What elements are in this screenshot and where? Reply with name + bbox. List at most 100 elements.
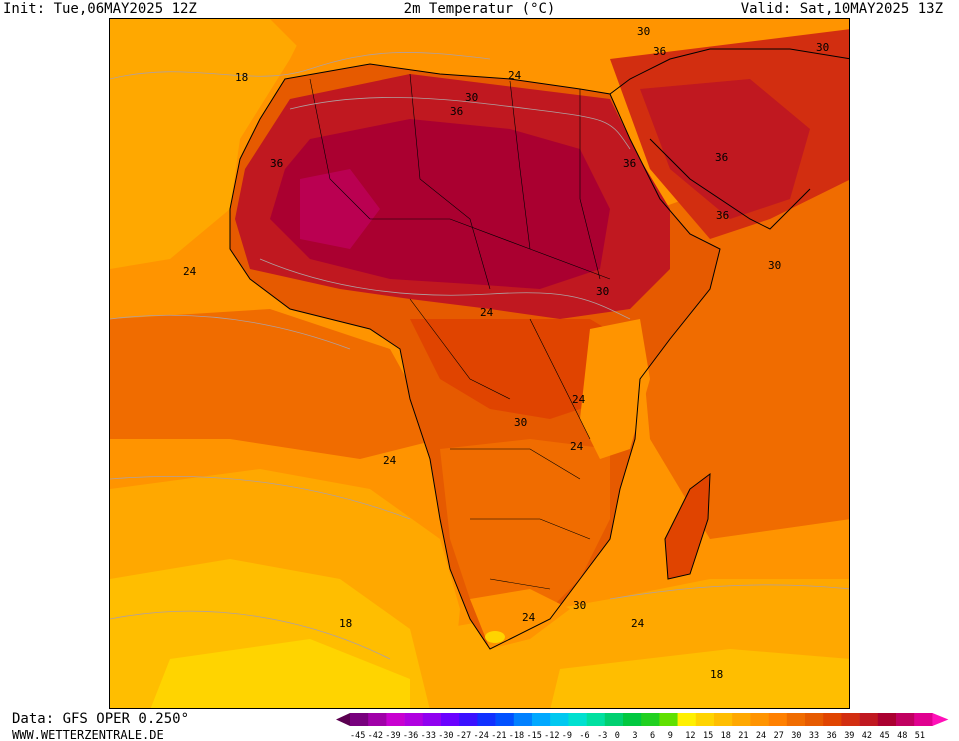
legend-swatch (532, 713, 551, 726)
legend-tick-label: -12 (544, 731, 559, 740)
europe-region (270, 19, 849, 79)
legend-tick-label: 36 (827, 731, 837, 740)
legend-swatch (896, 713, 915, 726)
legend-swatch (441, 713, 460, 726)
legend-tick-label: 42 (862, 731, 872, 740)
legend-swatch (768, 713, 788, 726)
legend-tick-label: -30 (438, 731, 453, 740)
legend-tick-label: 3 (632, 731, 637, 740)
legend-tick-label: 6 (650, 731, 655, 740)
contour-label: 30 (816, 41, 829, 54)
legend-swatch (786, 713, 806, 726)
legend-swatch (386, 713, 405, 726)
contour-label: 24 (183, 265, 197, 278)
contour-label: 24 (383, 454, 397, 467)
legend-tick-label: -9 (562, 731, 572, 740)
legend-tick-label: 12 (685, 731, 695, 740)
legend-swatch (805, 713, 824, 726)
legend-tick-label: 27 (774, 731, 784, 740)
legend-swatch (659, 713, 678, 726)
ocean-band-warm-west (110, 309, 440, 459)
legend-swatch (914, 713, 933, 726)
contour-label: 24 (570, 440, 584, 453)
isotherm-lines (110, 52, 849, 660)
legend-tick-label: 33 (809, 731, 819, 740)
ocean-band-coolest-se (550, 649, 849, 708)
legend-swatch (404, 713, 424, 726)
contour-label: 24 (522, 611, 536, 624)
contour-label: 18 (235, 71, 248, 84)
contour-label: 36 (716, 209, 729, 222)
legend-tick-label: 51 (915, 731, 925, 740)
temperature-map: 18 36 24 30 36 24 30 36 36 36 30 36 30 24 30 24 24 30 24 24… (109, 18, 850, 709)
website-link[interactable]: WWW.WETTERZENTRALE.DE (12, 728, 164, 741)
legend-swatch (350, 713, 369, 726)
init-time: Init: Tue,06MAY2025 12Z (3, 1, 197, 17)
legend-swatch (641, 713, 660, 726)
legend-swatch (841, 713, 860, 726)
legend-swatch (623, 713, 642, 726)
contour-label: 36 (653, 45, 666, 58)
sahara-hottest-core (270, 119, 610, 289)
legend-tick-label: -24 (474, 731, 489, 740)
legend-swatch (477, 713, 496, 726)
legend-tick-label: -33 (421, 731, 436, 740)
ocean-band-yellow (150, 639, 410, 708)
legend-tick-label: -45 (350, 731, 365, 740)
legend-tick-label: 21 (738, 731, 748, 740)
legend-swatch (604, 713, 624, 726)
contour-label: 30 (573, 599, 586, 612)
contour-label: 30 (596, 285, 609, 298)
legend-tick-label: -36 (403, 731, 418, 740)
legend-tick-label: -18 (509, 731, 524, 740)
legend-swatch (459, 713, 478, 726)
legend-swatch (750, 713, 769, 726)
legend-swatch (859, 713, 879, 726)
legend-swatch (550, 713, 569, 726)
contour-label: 30 (514, 416, 527, 429)
east-africa-highlands (580, 319, 650, 459)
madagascar (665, 474, 710, 579)
legend-tick-label: 24 (756, 731, 766, 740)
contour-label: 36 (623, 157, 636, 170)
legend-swatch (568, 713, 587, 726)
contour-label: 18 (339, 617, 352, 630)
legend-swatch (495, 713, 515, 726)
legend-tick-label: 9 (668, 731, 673, 740)
legend-tick-label: 39 (844, 731, 854, 740)
contour-label: 24 (508, 69, 522, 82)
legend-swatch (586, 713, 606, 726)
legend-tick-label: 30 (791, 731, 801, 740)
legend-tick-label: 45 (880, 731, 890, 740)
legend-swatch (732, 713, 751, 726)
contour-label: 24 (572, 393, 586, 406)
legend-tick-label: 15 (703, 731, 713, 740)
legend-svg: -45 -42 -39 -36 -33 -30 -27 -24 -21 -18 -15 -12 -9 -6… (336, 713, 949, 740)
sahara-core-west (300, 169, 380, 249)
contour-label: 30 (637, 25, 650, 38)
legend-tick-label: 18 (721, 731, 731, 740)
legend-tick-label: 0 (615, 731, 620, 740)
contour-label: 18 (710, 668, 723, 681)
ocean-band-cool-north (110, 19, 310, 269)
contour-label: 36 (715, 151, 728, 164)
arabia-hot-core (640, 79, 810, 219)
legend-swatch (513, 713, 533, 726)
central-africa-zone (410, 319, 640, 419)
legend-tick-label: -3 (597, 731, 607, 740)
country-borders (309, 73, 611, 590)
legend-tick-label: -27 (456, 731, 471, 740)
contour-label: 24 (480, 306, 494, 319)
contour-label: 24 (631, 617, 645, 630)
legend-swatch (677, 713, 697, 726)
contour-label: 30 (768, 259, 781, 272)
legend-tick-label: -21 (491, 731, 506, 740)
south-africa-yellow-spot (485, 631, 505, 643)
valid-time: Valid: Sat,10MAY2025 13Z (740, 1, 943, 17)
arabia-coastline (609, 48, 849, 230)
legend-tick-label: -39 (385, 731, 400, 740)
color-legend: -45 -42 -39 -36 -33 -30 -27 -24 -21 -18 -15 -12 -9 -6… (336, 712, 958, 740)
